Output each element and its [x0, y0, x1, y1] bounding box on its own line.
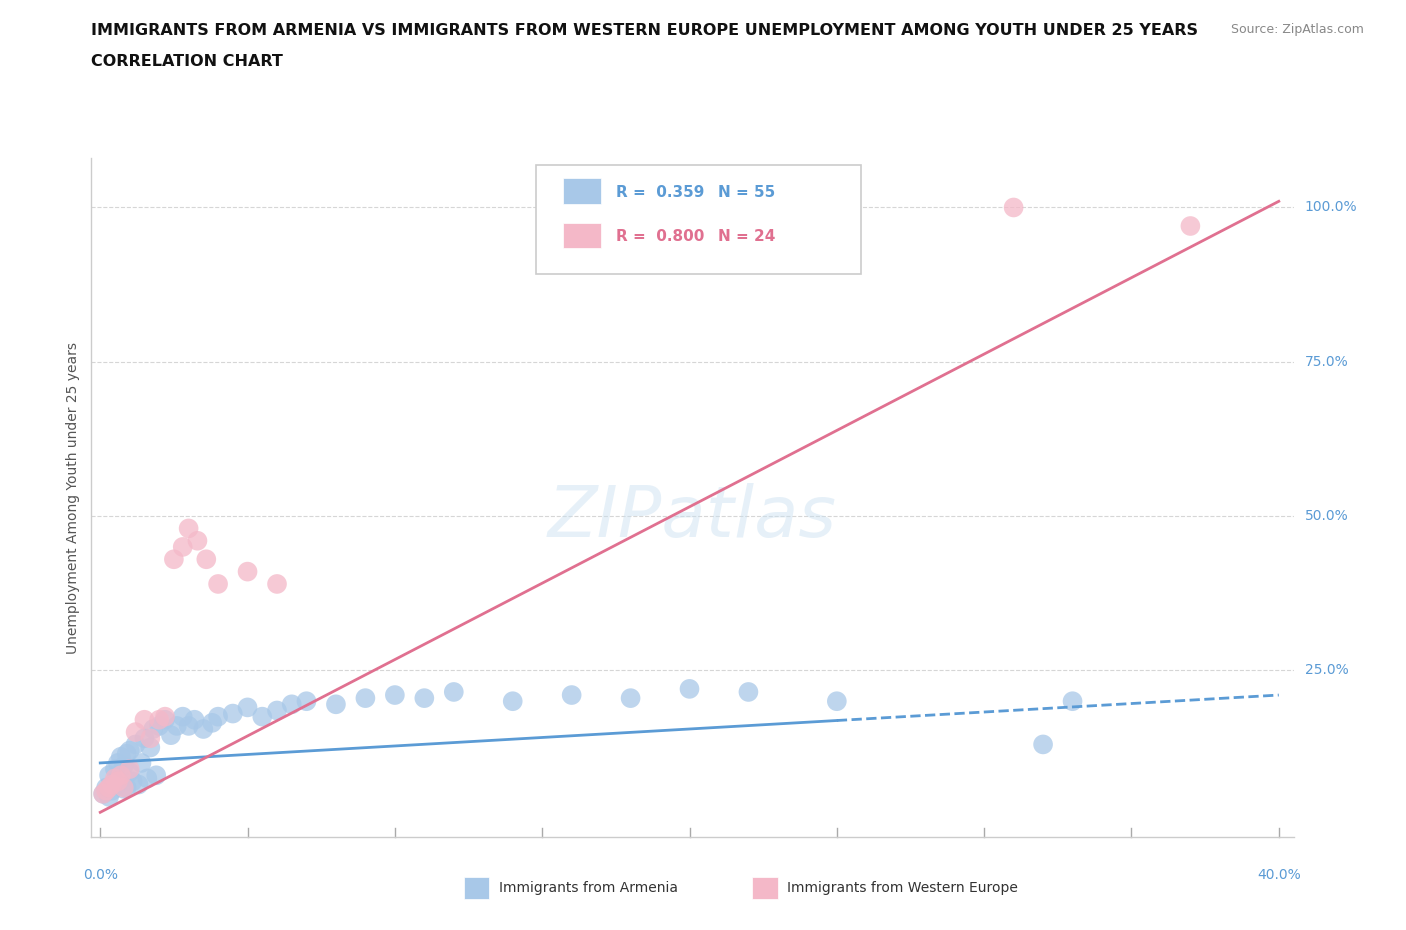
Point: [107, 777, 129, 792]
Text: 100.0%: 100.0%: [1305, 201, 1357, 215]
Text: 75.0%: 75.0%: [1305, 354, 1348, 369]
Point: [1180, 219, 1202, 233]
Point: [183, 712, 205, 727]
Point: [1032, 737, 1054, 751]
Text: R =  0.359: R = 0.359: [616, 184, 704, 200]
Y-axis label: Unemployment Among Youth under 25 years: Unemployment Among Youth under 25 years: [66, 341, 80, 654]
Point: [619, 691, 641, 706]
Text: CORRELATION CHART: CORRELATION CHART: [91, 54, 283, 69]
Point: [153, 712, 176, 727]
Point: [98, 780, 121, 795]
Point: [413, 691, 436, 706]
Text: IMMIGRANTS FROM ARMENIA VS IMMIGRANTS FROM WESTERN EUROPE UNEMPLOYMENT AMONG YOU: IMMIGRANTS FROM ARMENIA VS IMMIGRANTS FR…: [91, 23, 1198, 38]
Point: [186, 533, 208, 548]
Text: N = 24: N = 24: [717, 229, 775, 244]
Point: [153, 710, 176, 724]
Point: [561, 687, 583, 702]
Point: [384, 687, 406, 702]
Point: [825, 694, 848, 709]
Point: [177, 719, 200, 734]
Point: [148, 712, 170, 727]
Point: [266, 703, 288, 718]
Point: [115, 746, 138, 761]
FancyBboxPatch shape: [536, 165, 860, 273]
Point: [1002, 200, 1025, 215]
Point: [112, 781, 135, 796]
Point: [172, 539, 194, 554]
Point: [112, 759, 135, 774]
FancyBboxPatch shape: [562, 179, 602, 205]
Point: [136, 771, 159, 786]
Point: [236, 565, 259, 579]
Text: N = 55: N = 55: [717, 184, 775, 200]
Point: [502, 694, 524, 709]
Point: [166, 719, 188, 734]
Text: R =  0.800: R = 0.800: [616, 229, 704, 244]
Point: [104, 762, 127, 777]
Point: [325, 697, 347, 711]
Point: [252, 710, 274, 724]
Point: [354, 691, 377, 706]
Point: [110, 768, 132, 783]
Point: [124, 724, 146, 739]
Text: 0.0%: 0.0%: [83, 868, 118, 882]
FancyBboxPatch shape: [562, 222, 602, 248]
Point: [160, 727, 183, 742]
Point: [443, 684, 465, 699]
Point: [236, 700, 259, 715]
Point: [98, 768, 121, 783]
Point: [737, 684, 759, 699]
Point: [193, 722, 215, 737]
Point: [207, 577, 229, 591]
Point: [98, 790, 121, 804]
Point: [1062, 694, 1084, 709]
Point: [139, 731, 162, 746]
Text: Immigrants from Western Europe: Immigrants from Western Europe: [787, 881, 1018, 896]
Point: [145, 768, 167, 783]
Point: [128, 777, 150, 792]
Point: [112, 780, 135, 795]
Point: [118, 762, 141, 777]
Point: [118, 764, 141, 779]
Point: [121, 774, 143, 789]
Point: [134, 712, 156, 727]
Point: [195, 551, 218, 566]
Point: [678, 682, 700, 697]
Point: [107, 774, 129, 789]
Point: [104, 774, 127, 789]
Point: [115, 780, 138, 795]
Point: [222, 706, 245, 721]
Point: [118, 743, 141, 758]
Point: [94, 780, 117, 795]
Point: [295, 694, 318, 709]
Point: [91, 787, 114, 802]
Point: [148, 719, 170, 734]
Point: [107, 755, 129, 770]
Point: [139, 740, 162, 755]
Point: [110, 750, 132, 764]
Text: ZIPatlas: ZIPatlas: [548, 484, 837, 552]
Point: [101, 777, 124, 792]
Text: 25.0%: 25.0%: [1305, 663, 1348, 677]
Point: [207, 710, 229, 724]
Text: Source: ZipAtlas.com: Source: ZipAtlas.com: [1230, 23, 1364, 36]
Text: Immigrants from Armenia: Immigrants from Armenia: [499, 881, 678, 896]
Point: [91, 787, 114, 802]
Point: [177, 521, 200, 536]
Point: [94, 783, 117, 798]
Point: [172, 710, 194, 724]
Point: [124, 737, 146, 751]
Point: [110, 771, 132, 786]
Point: [163, 551, 186, 566]
Text: 50.0%: 50.0%: [1305, 509, 1348, 523]
Point: [201, 715, 224, 730]
Point: [104, 771, 127, 786]
Point: [101, 783, 124, 798]
Point: [131, 755, 153, 770]
Text: 40.0%: 40.0%: [1257, 868, 1301, 882]
Point: [280, 697, 302, 711]
Point: [266, 577, 288, 591]
Point: [142, 722, 165, 737]
Point: [134, 731, 156, 746]
